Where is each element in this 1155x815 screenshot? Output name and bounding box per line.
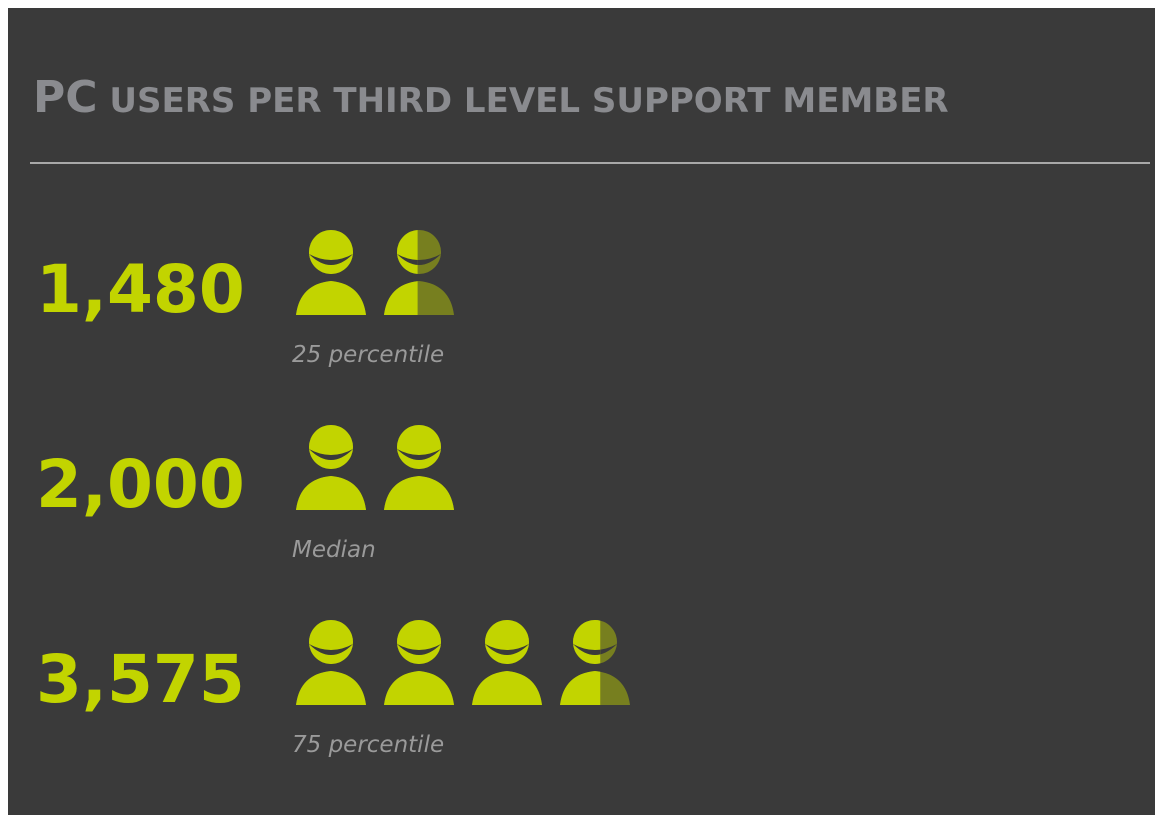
category-label: 75 percentile xyxy=(292,732,444,758)
icon-row xyxy=(296,230,418,315)
chart-title: PC USERS PER THIRD LEVEL SUPPORT MEMBER xyxy=(33,72,949,123)
category-label: Median xyxy=(292,537,376,563)
value-label: 3,575 xyxy=(36,641,245,718)
icon-smile xyxy=(397,449,441,460)
icon-body xyxy=(384,671,454,705)
icon-head xyxy=(309,425,353,469)
icon-smile xyxy=(309,254,353,265)
icon-head xyxy=(485,620,529,664)
icon-body xyxy=(296,281,366,315)
icon-smile xyxy=(397,644,441,655)
icon-body xyxy=(296,476,366,510)
icon-head xyxy=(397,620,441,664)
value-label: 1,480 xyxy=(36,251,245,328)
icon-body xyxy=(560,671,601,705)
icon-row xyxy=(296,425,454,510)
icon-smile xyxy=(397,254,418,265)
icon-body xyxy=(296,671,366,705)
icon-smile xyxy=(309,644,353,655)
icon-smile xyxy=(573,644,601,655)
icon-body xyxy=(384,281,418,315)
value-label: 2,000 xyxy=(36,446,245,523)
icon-head xyxy=(309,230,353,274)
icon-row xyxy=(296,620,601,705)
icon-smile xyxy=(309,449,353,460)
icon-head xyxy=(397,425,441,469)
category-label: 25 percentile xyxy=(292,342,444,368)
icon-body xyxy=(472,671,542,705)
icon-smile xyxy=(485,644,529,655)
icon-body xyxy=(384,476,454,510)
icon-head xyxy=(309,620,353,664)
